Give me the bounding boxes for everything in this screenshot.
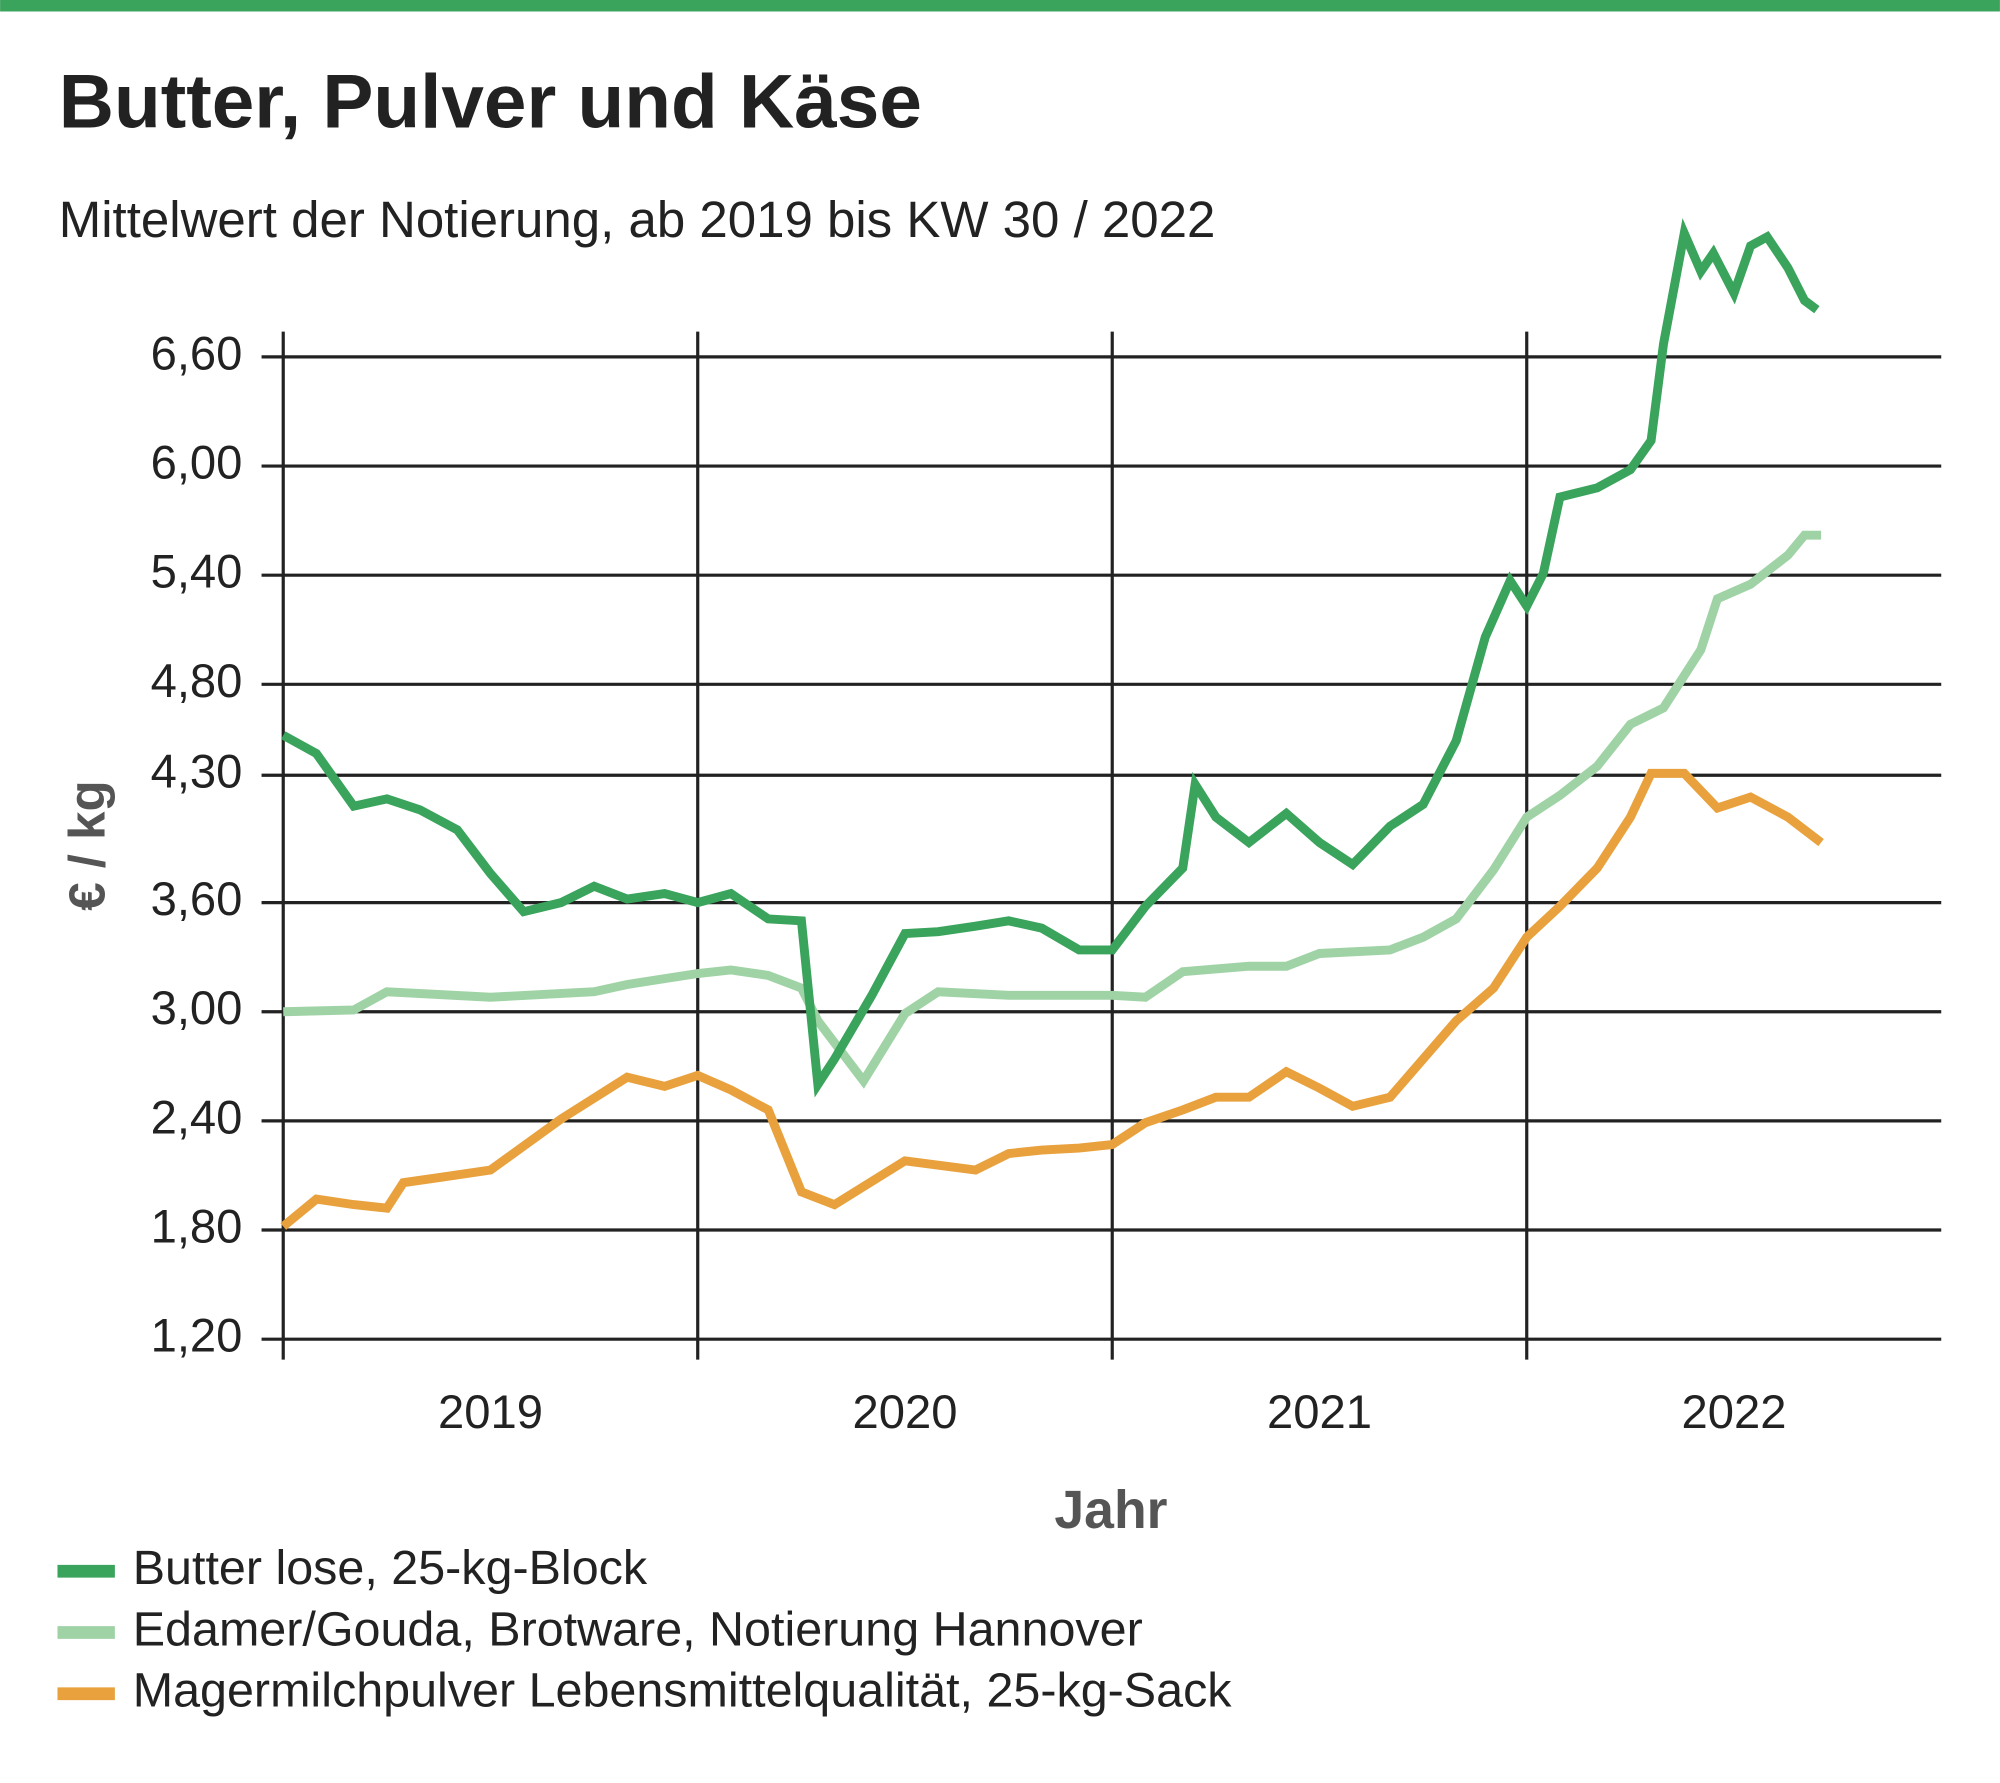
line-series	[281, 218, 1820, 1098]
y-tick-label: 6,00	[151, 436, 243, 489]
top-bar	[0, 0, 2000, 12]
x-tick-label: 2021	[1267, 1385, 1372, 1438]
y-tick-label: 4,30	[151, 745, 243, 798]
legend-label: Edamer/Gouda, Brotware, Notierung Hannov…	[133, 1602, 1143, 1656]
y-axis-label: € / kg	[59, 780, 116, 910]
y-tick-label: 4,80	[151, 654, 243, 707]
y-tick-label: 1,80	[151, 1199, 243, 1252]
y-tick-label: 3,00	[151, 981, 243, 1034]
y-tick-label: 5,40	[151, 545, 243, 598]
legend-label: Butter lose, 25-kg-Block	[133, 1541, 648, 1595]
x-tick-label: 2022	[1682, 1385, 1787, 1438]
y-tick-label: 2,40	[151, 1090, 243, 1143]
y-tick-label: 6,60	[151, 326, 243, 379]
x-axis-label: Jahr	[1054, 1481, 1167, 1540]
line-series	[280, 768, 1824, 1230]
y-tick-label: 3,60	[151, 872, 243, 925]
legend-label: Magermilchpulver Lebensmittelqualität, 2…	[133, 1664, 1233, 1718]
line-series	[283, 530, 1822, 1089]
chart-subtitle: Mittelwert der Notierung, ab 2019 bis KW…	[59, 191, 1216, 248]
x-tick-label: 2019	[438, 1385, 543, 1438]
x-tick-label: 2020	[853, 1385, 958, 1438]
chart-title: Butter, Pulver und Käse	[59, 60, 922, 145]
y-tick-label: 1,20	[151, 1309, 243, 1362]
